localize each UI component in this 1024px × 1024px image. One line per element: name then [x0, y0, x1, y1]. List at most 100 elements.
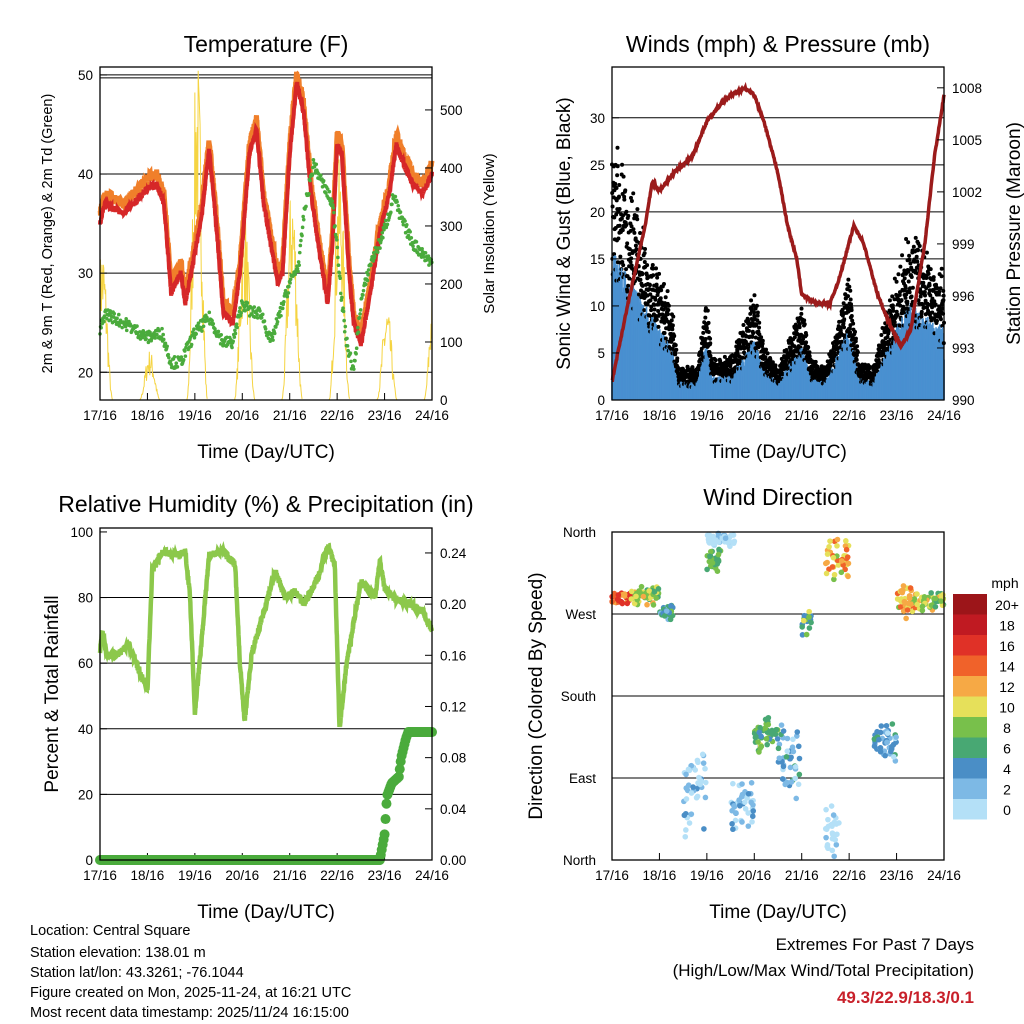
- y-right-tick-label: 500: [440, 103, 463, 118]
- gust-point: [755, 310, 760, 315]
- direction-point: [683, 771, 689, 778]
- gust-point: [848, 330, 853, 335]
- gust-point: [839, 339, 844, 344]
- direction-point: [749, 813, 756, 820]
- direction-point: [715, 558, 722, 565]
- gust-point: [670, 323, 675, 328]
- dewpoint-point: [117, 324, 122, 328]
- y-tick-label: 0: [85, 853, 93, 868]
- plot-border: [99, 527, 433, 861]
- dewpoint-point: [380, 230, 385, 235]
- dewpoint-point: [327, 189, 332, 194]
- gust-point: [804, 340, 809, 345]
- dewpoint-point: [115, 316, 119, 321]
- direction-point: [765, 721, 772, 728]
- dewpoint-point: [243, 308, 247, 313]
- dewpoint-point: [373, 253, 377, 258]
- chart-title: Winds (mph) & Pressure (mb): [626, 31, 930, 57]
- y-tick-label: 0: [597, 393, 605, 408]
- y-axis-label: Direction (Colored By Speed): [526, 572, 547, 819]
- direction-point: [683, 827, 689, 833]
- gust-point: [713, 358, 718, 363]
- gust-point: [654, 317, 659, 322]
- x-tick-label: 23/16: [368, 868, 402, 883]
- dewpoint-point: [321, 178, 326, 183]
- gust-point: [879, 333, 884, 338]
- y-tick-label: 100: [70, 525, 93, 540]
- gust-point: [701, 330, 706, 335]
- gust-point: [635, 207, 640, 212]
- gust-point: [666, 303, 671, 308]
- dewpoint-point: [263, 327, 268, 331]
- dewpoint-point: [341, 306, 345, 310]
- gust-point: [935, 286, 940, 291]
- direction-point: [736, 797, 742, 803]
- y-right-tick-label: 999: [952, 237, 975, 252]
- gust-point: [792, 335, 797, 340]
- gust-point: [752, 310, 757, 315]
- gust-point: [648, 292, 653, 297]
- dewpoint-point: [235, 325, 239, 330]
- dewpoint-point: [165, 344, 169, 349]
- gust-point: [703, 315, 708, 320]
- direction-point: [749, 819, 755, 825]
- gust-point: [939, 266, 944, 271]
- gust-point: [827, 368, 832, 373]
- direction-point: [700, 760, 707, 766]
- dewpoint-point: [260, 312, 265, 317]
- direction-point: [682, 833, 689, 840]
- gust-point: [915, 259, 920, 264]
- direction-point: [702, 794, 709, 801]
- gust-point: [623, 188, 628, 193]
- dewpoint-point: [383, 218, 388, 223]
- y-tick-label: 20: [590, 205, 605, 220]
- gust-point: [629, 263, 634, 268]
- x-tick-label: 20/16: [737, 408, 771, 423]
- plot-border: [99, 66, 433, 401]
- gust-point: [746, 328, 751, 333]
- dewpoint-point: [297, 250, 302, 255]
- gust-point: [807, 354, 812, 359]
- dewpoint-point: [231, 339, 235, 344]
- gust-point: [802, 322, 807, 327]
- gust-point: [841, 301, 846, 306]
- gust-point: [938, 286, 943, 291]
- dewpoint-point: [406, 233, 411, 238]
- gust-point: [708, 353, 713, 358]
- dewpoint-point: [175, 365, 180, 369]
- direction-point: [699, 751, 706, 758]
- dewpoint-point: [375, 250, 380, 254]
- y-tick-label: 30: [590, 111, 605, 126]
- gust-point: [921, 280, 926, 285]
- gust-point: [896, 272, 901, 277]
- y-right-tick-label: 200: [440, 277, 463, 292]
- dewpoint-point: [338, 291, 343, 296]
- gust-point: [908, 261, 913, 266]
- direction-point: [745, 823, 752, 829]
- gust-point: [663, 295, 668, 300]
- direction-point: [796, 771, 803, 778]
- gust-point: [892, 323, 897, 328]
- gust-point: [842, 325, 847, 330]
- gust-point: [906, 240, 911, 245]
- gust-point: [892, 276, 897, 281]
- x-tick-label: 17/16: [595, 408, 629, 423]
- direction-point: [686, 820, 693, 826]
- x-tick-label: 18/16: [131, 868, 165, 883]
- gust-point: [851, 321, 856, 326]
- direction-point: [755, 739, 761, 745]
- gust-point: [626, 283, 631, 288]
- gust-point: [706, 320, 711, 325]
- dewpoint-point: [298, 243, 303, 248]
- direction-point: [779, 776, 786, 782]
- gust-point: [927, 283, 932, 288]
- x-tick-label: 24/16: [927, 408, 961, 423]
- dewpoint-point: [239, 311, 243, 315]
- dewpoint-point: [341, 309, 346, 314]
- dewpoint-point: [361, 288, 366, 293]
- dewpoint-point: [409, 235, 414, 240]
- gust-point: [894, 279, 899, 284]
- dewpoint-point: [258, 309, 262, 313]
- gust-point: [634, 247, 639, 252]
- gust-point: [631, 191, 636, 196]
